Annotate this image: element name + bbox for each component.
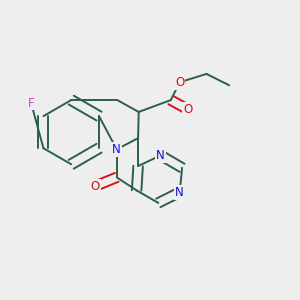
Text: N: N (175, 186, 184, 199)
Text: N: N (112, 143, 121, 156)
Text: O: O (183, 103, 193, 116)
Text: F: F (28, 97, 34, 110)
Text: O: O (175, 76, 184, 89)
Text: O: O (90, 180, 100, 193)
Text: N: N (156, 149, 165, 162)
